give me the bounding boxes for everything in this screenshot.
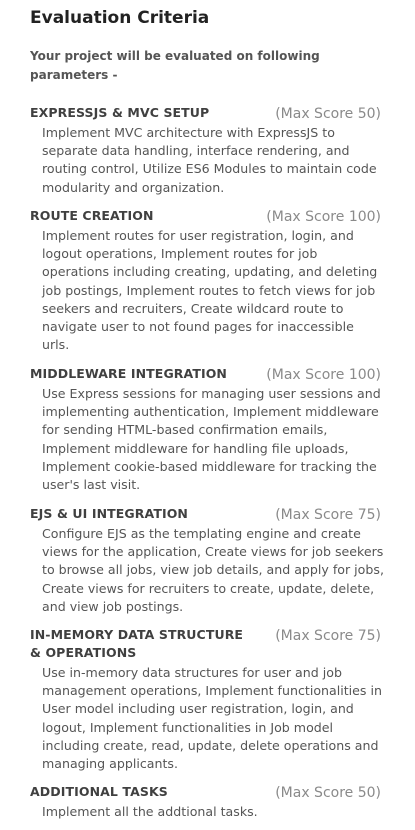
criterion-title: EJS & UI INTEGRATION bbox=[30, 506, 188, 521]
criterion-title: MIDDLEWARE INTEGRATION bbox=[30, 366, 227, 381]
criterion-header: ROUTE CREATION (Max Score 100) bbox=[30, 207, 385, 225]
criterion-ejs-ui-integration: EJS & UI INTEGRATION (Max Score 75) Conf… bbox=[30, 505, 385, 616]
criterion-title: ROUTE CREATION bbox=[30, 208, 154, 223]
criterion-max-score: (Max Score 50) bbox=[275, 785, 381, 801]
criterion-description: Implement MVC architecture with ExpressJ… bbox=[42, 125, 377, 195]
criterion-header: IN-MEMORY DATA STRUCTURE & OPERATIONS (M… bbox=[30, 626, 385, 662]
criterion-title: EXPRESSJS & MVC SETUP bbox=[30, 105, 210, 120]
criterion-header: EJS & UI INTEGRATION (Max Score 75) bbox=[30, 505, 385, 523]
criterion-max-score: (Max Score 75) bbox=[275, 507, 381, 523]
intro-text: Your project will be evaluated on follow… bbox=[30, 49, 320, 82]
criterion-title: IN-MEMORY DATA STRUCTURE & OPERATIONS bbox=[30, 627, 244, 660]
criterion-description: Implement all the addtional tasks. bbox=[42, 804, 258, 819]
criterion-header: ADDITIONAL TASKS (Max Score 50) bbox=[30, 783, 385, 801]
criterion-in-memory-data-structure: IN-MEMORY DATA STRUCTURE & OPERATIONS (M… bbox=[30, 626, 385, 773]
criterion-description: Use Express sessions for managing user s… bbox=[42, 386, 381, 493]
criterion-middleware-integration: MIDDLEWARE INTEGRATION (Max Score 100) U… bbox=[30, 365, 385, 494]
criterion-max-score: (Max Score 100) bbox=[266, 367, 381, 383]
criterion-route-creation: ROUTE CREATION (Max Score 100) Implement… bbox=[30, 207, 385, 354]
criterion-max-score: (Max Score 100) bbox=[266, 209, 381, 225]
criterion-max-score: (Max Score 50) bbox=[275, 106, 381, 122]
criterion-description: Configure EJS as the templating engine a… bbox=[42, 526, 384, 614]
criterion-expressjs-mvc-setup: EXPRESSJS & MVC SETUP (Max Score 50) Imp… bbox=[30, 104, 385, 197]
criterion-additional-tasks: ADDITIONAL TASKS (Max Score 50) Implemen… bbox=[30, 783, 385, 821]
criterion-description: Use in-memory data structures for user a… bbox=[42, 665, 382, 772]
criterion-header: MIDDLEWARE INTEGRATION (Max Score 100) bbox=[30, 365, 385, 383]
criterion-title: ADDITIONAL TASKS bbox=[30, 784, 168, 799]
criterion-header: EXPRESSJS & MVC SETUP (Max Score 50) bbox=[30, 104, 385, 122]
criterion-max-score: (Max Score 75) bbox=[275, 628, 381, 644]
criterion-description: Implement routes for user registration, … bbox=[42, 228, 378, 353]
page-title: Evaluation Criteria bbox=[30, 8, 210, 28]
